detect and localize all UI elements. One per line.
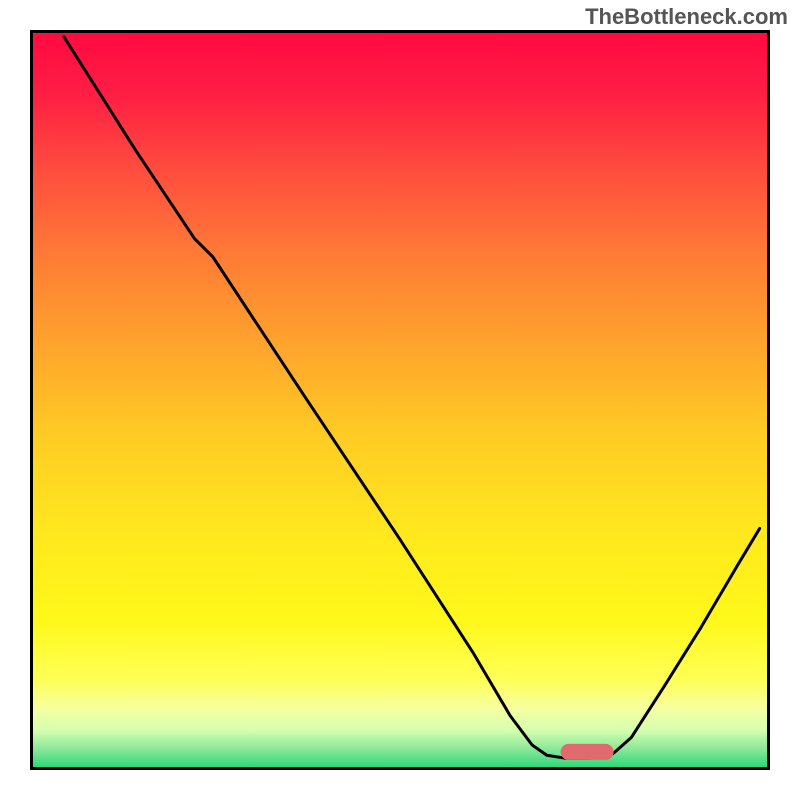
chart-container: TheBottleneck.com <box>0 0 800 800</box>
optimal-marker <box>561 744 614 760</box>
watermark-label: TheBottleneck.com <box>585 4 788 30</box>
chart-svg <box>33 33 767 767</box>
plot-background <box>33 33 767 767</box>
plot-area <box>30 30 770 770</box>
